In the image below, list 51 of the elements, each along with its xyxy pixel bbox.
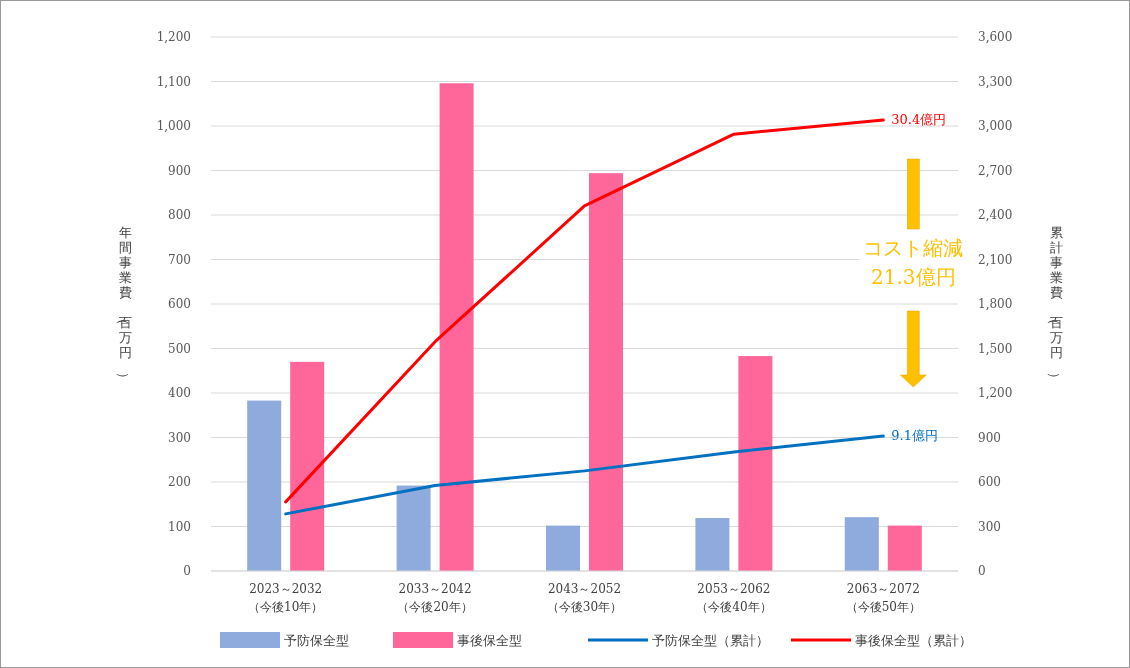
y-tick-label: 1,000 xyxy=(156,119,191,133)
bar xyxy=(844,517,879,571)
y-tick-label: 1,100 xyxy=(156,74,191,89)
x-tick-label: 2023～2032 （今後10年） xyxy=(248,582,324,614)
y2-tick-label: 3,600 xyxy=(978,30,1013,44)
bar xyxy=(887,525,922,571)
annotation: 30.4億円 xyxy=(891,112,947,128)
annotation: 9.1億円 xyxy=(891,428,938,444)
x-tick-label: 2043～2052 （今後30年） xyxy=(546,582,623,614)
x-tick-label: 2063～2072 （今後50年） xyxy=(845,582,921,614)
bar xyxy=(439,83,474,571)
y-tick-label: 200 xyxy=(168,475,191,489)
y2-tick-label: 1,800 xyxy=(978,297,1013,311)
text: 年間事業費（百万円） xyxy=(115,224,132,385)
y2-tick-label: 300 xyxy=(978,519,1001,534)
bar xyxy=(589,173,623,571)
y2-tick-label: 2,100 xyxy=(978,252,1013,267)
y2-tick-label: 1,200 xyxy=(978,386,1013,400)
y-tick-label: 700 xyxy=(168,252,191,267)
y-tick-label: 900 xyxy=(168,163,191,178)
bar xyxy=(738,356,773,571)
y2-tick-label: 0 xyxy=(978,564,986,578)
y-tick-label: 500 xyxy=(168,341,191,356)
text: 累計事業費（百万円） xyxy=(1046,224,1063,385)
legend-label: 事後保全型 xyxy=(457,633,522,648)
annotation: コスト縮減 21.3億円 xyxy=(863,236,964,289)
y2-tick-label: 2,400 xyxy=(978,208,1013,222)
y2-tick-label: 3,300 xyxy=(978,74,1013,89)
y-tick-label: 600 xyxy=(168,297,191,311)
y2-tick-label: 600 xyxy=(978,475,1001,489)
y2-tick-label: 2,700 xyxy=(978,163,1013,178)
y-tick-label: 800 xyxy=(168,208,191,222)
x-tick-label: 2053～2062 （今後40年） xyxy=(696,582,772,614)
y-tick-label: 1,200 xyxy=(156,30,191,44)
y2-tick-label: 900 xyxy=(978,430,1001,445)
x-tick-label: 2033～2042 （今後20年） xyxy=(397,582,473,614)
bar xyxy=(247,400,282,571)
y-tick-label: 400 xyxy=(168,386,191,400)
bar xyxy=(546,525,580,571)
y2-tick-label: 1,500 xyxy=(978,341,1013,356)
y-tick-label: 300 xyxy=(168,430,191,445)
legend-label: 予防保全型（累計） xyxy=(652,633,769,648)
y-tick-label: 0 xyxy=(183,564,191,578)
y-tick-label: 100 xyxy=(168,519,191,534)
legend-label: 事後保全型（累計） xyxy=(855,633,972,648)
y2-tick-label: 3,000 xyxy=(978,119,1013,133)
bar xyxy=(396,485,431,571)
legend-label: 予防保全型 xyxy=(284,633,349,648)
bar xyxy=(695,518,730,571)
line-series xyxy=(284,434,885,516)
bar xyxy=(290,361,325,571)
